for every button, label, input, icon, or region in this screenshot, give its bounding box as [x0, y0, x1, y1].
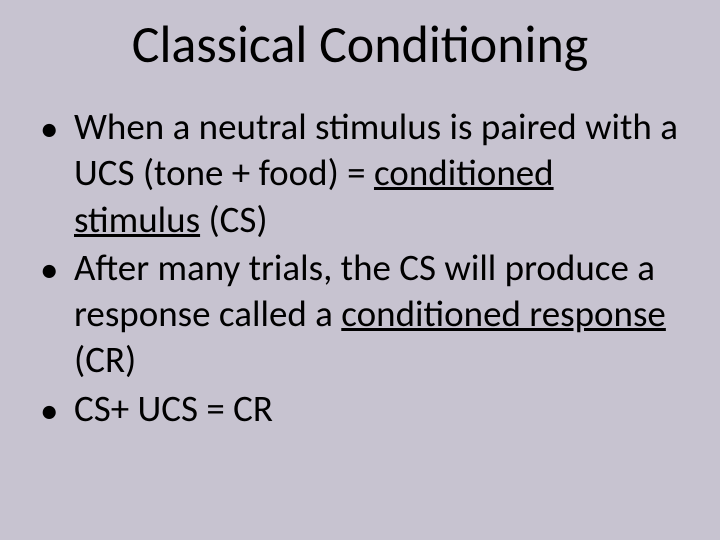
bullet-marker-icon: • [40, 104, 74, 152]
slide-content: • When a neutral stimulus is paired with… [32, 104, 688, 434]
slide-title: Classical Conditioning [32, 12, 688, 76]
bullet-text-post: (CR) [74, 337, 136, 382]
slide-container: Classical Conditioning • When a neutral … [0, 0, 720, 540]
bullet-text: When a neutral stimulus is paired with a… [74, 104, 688, 243]
bullet-item: • CS+ UCS = CR [40, 386, 688, 434]
bullet-text-post: (CS) [200, 197, 268, 242]
bullet-item: • After many trials, the CS will produce… [40, 245, 688, 384]
bullet-item: • When a neutral stimulus is paired with… [40, 104, 688, 243]
bullet-marker-icon: • [40, 245, 74, 293]
bullet-text: After many trials, the CS will produce a… [74, 245, 688, 384]
bullet-text-underlined: conditioned response [341, 291, 666, 336]
bullet-marker-icon: • [40, 386, 74, 434]
bullet-text-pre: CS+ UCS = CR [74, 386, 273, 431]
bullet-text: CS+ UCS = CR [74, 386, 688, 432]
